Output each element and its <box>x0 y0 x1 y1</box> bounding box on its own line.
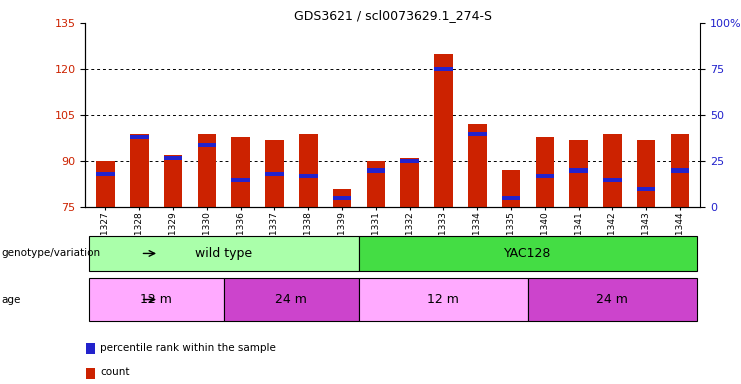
Bar <box>528 278 697 321</box>
Bar <box>400 158 419 207</box>
Text: genotype/variation: genotype/variation <box>1 248 101 258</box>
Bar <box>671 134 689 207</box>
Text: age: age <box>1 295 21 305</box>
Bar <box>569 169 588 172</box>
Bar <box>434 54 453 207</box>
Bar <box>198 143 216 147</box>
Bar <box>434 67 453 71</box>
Bar <box>231 178 250 182</box>
Bar <box>468 132 487 136</box>
Bar <box>231 137 250 207</box>
Bar <box>299 134 318 207</box>
Bar <box>603 134 622 207</box>
Bar <box>400 159 419 163</box>
Text: percentile rank within the sample: percentile rank within the sample <box>100 343 276 353</box>
Bar <box>359 278 528 321</box>
Text: YAC128: YAC128 <box>504 247 551 260</box>
Bar <box>502 196 520 200</box>
Bar <box>96 172 115 176</box>
Bar <box>569 140 588 207</box>
Bar <box>130 135 149 139</box>
Text: count: count <box>100 367 130 377</box>
Bar <box>536 174 554 178</box>
Bar <box>164 155 182 207</box>
Bar <box>359 236 697 271</box>
Text: wild type: wild type <box>195 247 253 260</box>
Bar <box>299 174 318 178</box>
Bar <box>637 140 656 207</box>
Bar <box>637 187 656 191</box>
Text: 12 m: 12 m <box>428 293 459 306</box>
Bar <box>603 178 622 182</box>
Bar <box>333 196 351 200</box>
Bar <box>96 161 115 207</box>
Bar <box>536 137 554 207</box>
Bar <box>198 134 216 207</box>
Bar <box>367 161 385 207</box>
Bar <box>265 140 284 207</box>
Bar <box>367 169 385 172</box>
Bar <box>468 124 487 207</box>
Bar <box>130 134 149 207</box>
Bar <box>265 172 284 176</box>
Bar <box>164 156 182 160</box>
Title: GDS3621 / scl0073629.1_274-S: GDS3621 / scl0073629.1_274-S <box>293 9 492 22</box>
Text: 12 m: 12 m <box>140 293 172 306</box>
Text: 24 m: 24 m <box>597 293 628 306</box>
Bar <box>224 278 359 321</box>
Text: 24 m: 24 m <box>276 293 308 306</box>
Bar <box>333 189 351 207</box>
Bar <box>89 278 224 321</box>
Bar <box>502 170 520 207</box>
Bar <box>671 169 689 172</box>
Bar <box>89 236 359 271</box>
